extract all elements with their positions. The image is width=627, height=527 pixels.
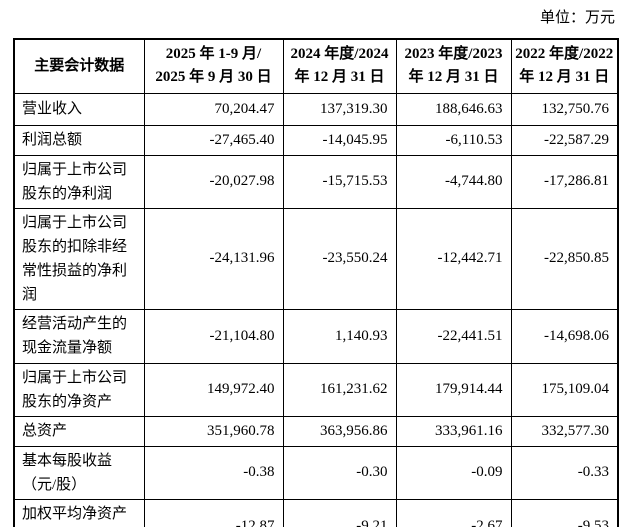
table-row-net-assets: 归属于上市公司股东的净资产 149,972.40 161,231.62 179,… — [13, 362, 619, 417]
key-accounting-data-table: 主要会计数据 2025 年 1-9 月/ 2025 年 9 月 30 日 202… — [13, 38, 619, 527]
cell-value: 332,577.30 — [510, 415, 619, 447]
cell-value: -21,104.80 — [143, 308, 284, 364]
cell-value: -22,850.85 — [510, 207, 619, 310]
cell-value: -0.38 — [143, 445, 284, 500]
row-label: 归属于上市公司股东的净资产 — [13, 362, 145, 417]
cell-value: -9.21 — [282, 498, 397, 527]
row-label: 加权平均净资产收益率（%） — [13, 498, 145, 527]
row-label: 经营活动产生的现金流量净额 — [13, 308, 145, 364]
cell-value: -17,286.81 — [510, 154, 619, 209]
cell-value: 70,204.47 — [143, 92, 284, 126]
cell-value: 1,140.93 — [282, 308, 397, 364]
cell-value: -22,441.51 — [395, 308, 512, 364]
cell-value: 363,956.86 — [282, 415, 397, 447]
header-line: 2025 年 1-9 月/ — [165, 46, 262, 62]
header-main-indicators: 主要会计数据 — [13, 38, 145, 94]
table-header: 主要会计数据 2025 年 1-9 月/ 2025 年 9 月 30 日 202… — [13, 38, 619, 94]
row-label: 利润总额 — [13, 124, 145, 156]
table-row-net-profit: 归属于上市公司股东的净利润 -20,027.98 -15,715.53 -4,7… — [13, 154, 619, 209]
header-period-2024: 2024 年度/2024 年 12 月 31 日 — [282, 38, 397, 94]
cell-value: -4,744.80 — [395, 154, 512, 209]
cell-value: -0.33 — [510, 445, 619, 500]
cell-value: 333,961.16 — [395, 415, 512, 447]
header-line: 2022 年度/2022 — [515, 46, 614, 62]
table-row-total-assets: 总资产 351,960.78 363,956.86 333,961.16 332… — [13, 415, 619, 447]
cell-value: -14,698.06 — [510, 308, 619, 364]
cell-value: 351,960.78 — [143, 415, 284, 447]
cell-value: 137,319.30 — [282, 92, 397, 126]
row-label: 归属于上市公司股东的扣除非经常性损益的净利润 — [13, 207, 145, 310]
cell-value: -15,715.53 — [282, 154, 397, 209]
row-label: 基本每股收益（元/股） — [13, 445, 145, 500]
row-label: 营业收入 — [13, 92, 145, 126]
table-row-total-profit: 利润总额 -27,465.40 -14,045.95 -6,110.53 -22… — [13, 124, 619, 156]
table-row-basic-eps: 基本每股收益（元/股） -0.38 -0.30 -0.09 -0.33 — [13, 445, 619, 500]
cell-value: -12.87 — [143, 498, 284, 527]
cell-value: -22,587.29 — [510, 124, 619, 156]
table-row-revenue: 营业收入 70,204.47 137,319.30 188,646.63 132… — [13, 92, 619, 126]
cell-value: 188,646.63 — [395, 92, 512, 126]
cell-value: -14,045.95 — [282, 124, 397, 156]
header-line: 年 12 月 31 日 — [408, 69, 499, 86]
cell-value: -23,550.24 — [282, 207, 397, 310]
cell-value: -6,110.53 — [395, 124, 512, 156]
header-line: 2024 年度/2024 — [290, 46, 389, 62]
cell-value: 179,914.44 — [395, 362, 512, 417]
header-line: 2023 年度/2023 — [404, 46, 503, 62]
cell-value: -12,442.71 — [395, 207, 512, 310]
cell-value: -0.30 — [282, 445, 397, 500]
cell-value: -0.09 — [395, 445, 512, 500]
cell-value: -20,027.98 — [143, 154, 284, 209]
header-row: 主要会计数据 2025 年 1-9 月/ 2025 年 9 月 30 日 202… — [13, 38, 619, 94]
header-line: 2025 年 9 月 30 日 — [155, 69, 272, 86]
header-line: 年 12 月 31 日 — [519, 69, 610, 86]
table-body: 营业收入 70,204.47 137,319.30 188,646.63 132… — [13, 92, 619, 527]
cell-value: 161,231.62 — [282, 362, 397, 417]
header-period-2023: 2023 年度/2023 年 12 月 31 日 — [395, 38, 512, 94]
unit-label: 单位：万元 — [539, 10, 615, 26]
header-line: 年 12 月 31 日 — [294, 69, 385, 86]
cell-value: 175,109.04 — [510, 362, 619, 417]
header-line: 主要会计数据 — [34, 57, 125, 74]
cell-value: -9.53 — [510, 498, 619, 527]
table-row-operating-cash-flow: 经营活动产生的现金流量净额 -21,104.80 1,140.93 -22,44… — [13, 308, 619, 364]
row-label: 归属于上市公司股东的净利润 — [13, 154, 145, 209]
table-row-weighted-avg-roe: 加权平均净资产收益率（%） -12.87 -9.21 -2.67 -9.53 — [13, 498, 619, 527]
cell-value: -27,465.40 — [143, 124, 284, 156]
header-period-2022: 2022 年度/2022 年 12 月 31 日 — [510, 38, 619, 94]
cell-value: 149,972.40 — [143, 362, 284, 417]
row-label: 总资产 — [13, 415, 145, 447]
cell-value: -2.67 — [395, 498, 512, 527]
cell-value: -24,131.96 — [143, 207, 284, 310]
cell-value: 132,750.76 — [510, 92, 619, 126]
header-period-2025: 2025 年 1-9 月/ 2025 年 9 月 30 日 — [143, 38, 284, 94]
table-row-net-profit-excl-nonrecurring: 归属于上市公司股东的扣除非经常性损益的净利润 -24,131.96 -23,55… — [13, 207, 619, 310]
